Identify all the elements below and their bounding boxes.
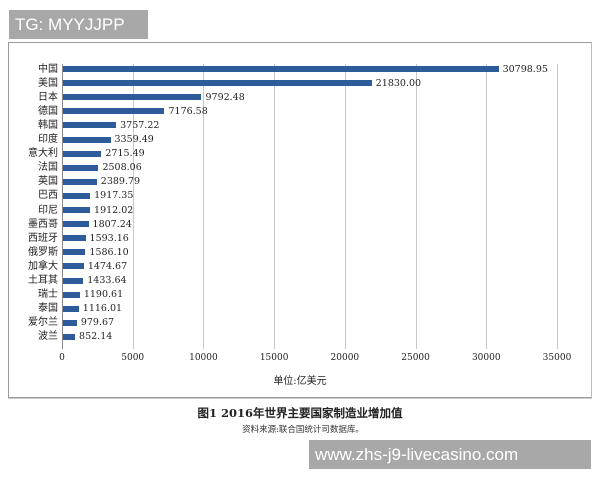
category-label: 法国	[38, 162, 58, 174]
bar	[63, 263, 84, 270]
gridline	[203, 64, 205, 349]
gridline	[557, 64, 558, 349]
value-label: 1593.16	[89, 232, 129, 244]
bar	[63, 207, 91, 213]
category-label: 瑞士	[38, 289, 58, 301]
category-label: 土耳其	[28, 275, 58, 286]
bar	[63, 305, 79, 312]
x-tick-label: 5000	[121, 353, 145, 363]
bar	[63, 235, 86, 242]
bar	[63, 150, 102, 157]
category-label: 印度	[38, 134, 58, 145]
gridline	[344, 64, 346, 349]
watermark-bottom: www.zhs-j9-livecasino.com	[309, 440, 591, 469]
value-label: 2508.06	[102, 162, 142, 174]
x-tick-label: 25000	[401, 353, 430, 363]
value-label: 1433.64	[87, 275, 127, 286]
x-tick-label: 10000	[189, 353, 218, 363]
category-label: 意大利	[28, 148, 58, 160]
gridline	[415, 64, 417, 349]
bar	[63, 66, 499, 72]
value-label: 9792.48	[205, 91, 245, 103]
y-axis-line	[62, 64, 63, 349]
value-label: 852.14	[79, 331, 113, 343]
bar	[63, 192, 91, 199]
x-tick-label: 30000	[471, 353, 501, 363]
bar	[63, 108, 165, 115]
bar	[63, 319, 77, 326]
value-label: 3757.22	[120, 119, 160, 131]
category-label: 墨西哥	[28, 218, 58, 230]
value-label: 2389.79	[100, 176, 141, 188]
value-label: 30798.95	[502, 63, 548, 75]
value-label: 2715.49	[105, 148, 145, 160]
chart-title: 图1 2016年世界主要国家制造业增加值	[197, 406, 403, 420]
value-label: 1917.35	[94, 190, 134, 202]
value-label: 1474.67	[87, 260, 128, 272]
chart-source: 资料来源:联合国统计司数据库。	[242, 425, 364, 435]
gridline	[132, 64, 134, 349]
bar	[63, 164, 99, 171]
bar	[63, 277, 84, 284]
value-label: 1912.02	[94, 204, 134, 216]
x-tick-label: 15000	[259, 353, 289, 363]
value-label: 7176.58	[168, 105, 208, 117]
gridline	[486, 64, 488, 349]
bar	[63, 221, 89, 228]
bar	[63, 136, 111, 143]
category-label: 俄罗斯	[28, 246, 58, 258]
category-label: 英国	[38, 176, 58, 188]
value-label: 1807.24	[92, 218, 132, 230]
watermark-top: TG: MYYJJPP	[9, 10, 148, 39]
bar	[63, 333, 76, 340]
bar	[63, 291, 80, 298]
category-label: 印尼	[38, 204, 58, 216]
category-label: 美国	[38, 77, 58, 89]
category-label: 西班牙	[28, 232, 58, 244]
category-label: 巴西	[38, 190, 58, 202]
category-label: 德国	[38, 105, 58, 117]
x-tick-label: 0	[59, 353, 65, 363]
x-tick-label: 35000	[542, 353, 572, 363]
category-label: 日本	[38, 91, 58, 103]
value-label: 979.67	[80, 317, 115, 329]
category-label: 泰国	[38, 303, 58, 315]
value-label: 1190.61	[83, 289, 124, 301]
bar	[63, 178, 97, 185]
value-label: 21830.00	[375, 77, 422, 89]
category-label: 中国	[38, 63, 58, 75]
category-label: 加拿大	[28, 260, 58, 272]
x-axis-label: 单位:亿美元	[273, 376, 327, 387]
chart-frame	[8, 42, 592, 398]
bar	[63, 94, 202, 101]
value-label: 1116.01	[82, 303, 123, 315]
category-label: 爱尔兰	[28, 317, 58, 329]
category-label: 波兰	[38, 331, 58, 343]
bar	[63, 249, 86, 256]
value-label: 3359.49	[114, 134, 154, 145]
x-tick-label: 20000	[330, 353, 360, 363]
bar	[63, 122, 117, 129]
category-label: 韩国	[38, 119, 58, 131]
gridline	[274, 64, 276, 349]
value-label: 1586.10	[89, 246, 129, 258]
bar	[63, 80, 372, 87]
